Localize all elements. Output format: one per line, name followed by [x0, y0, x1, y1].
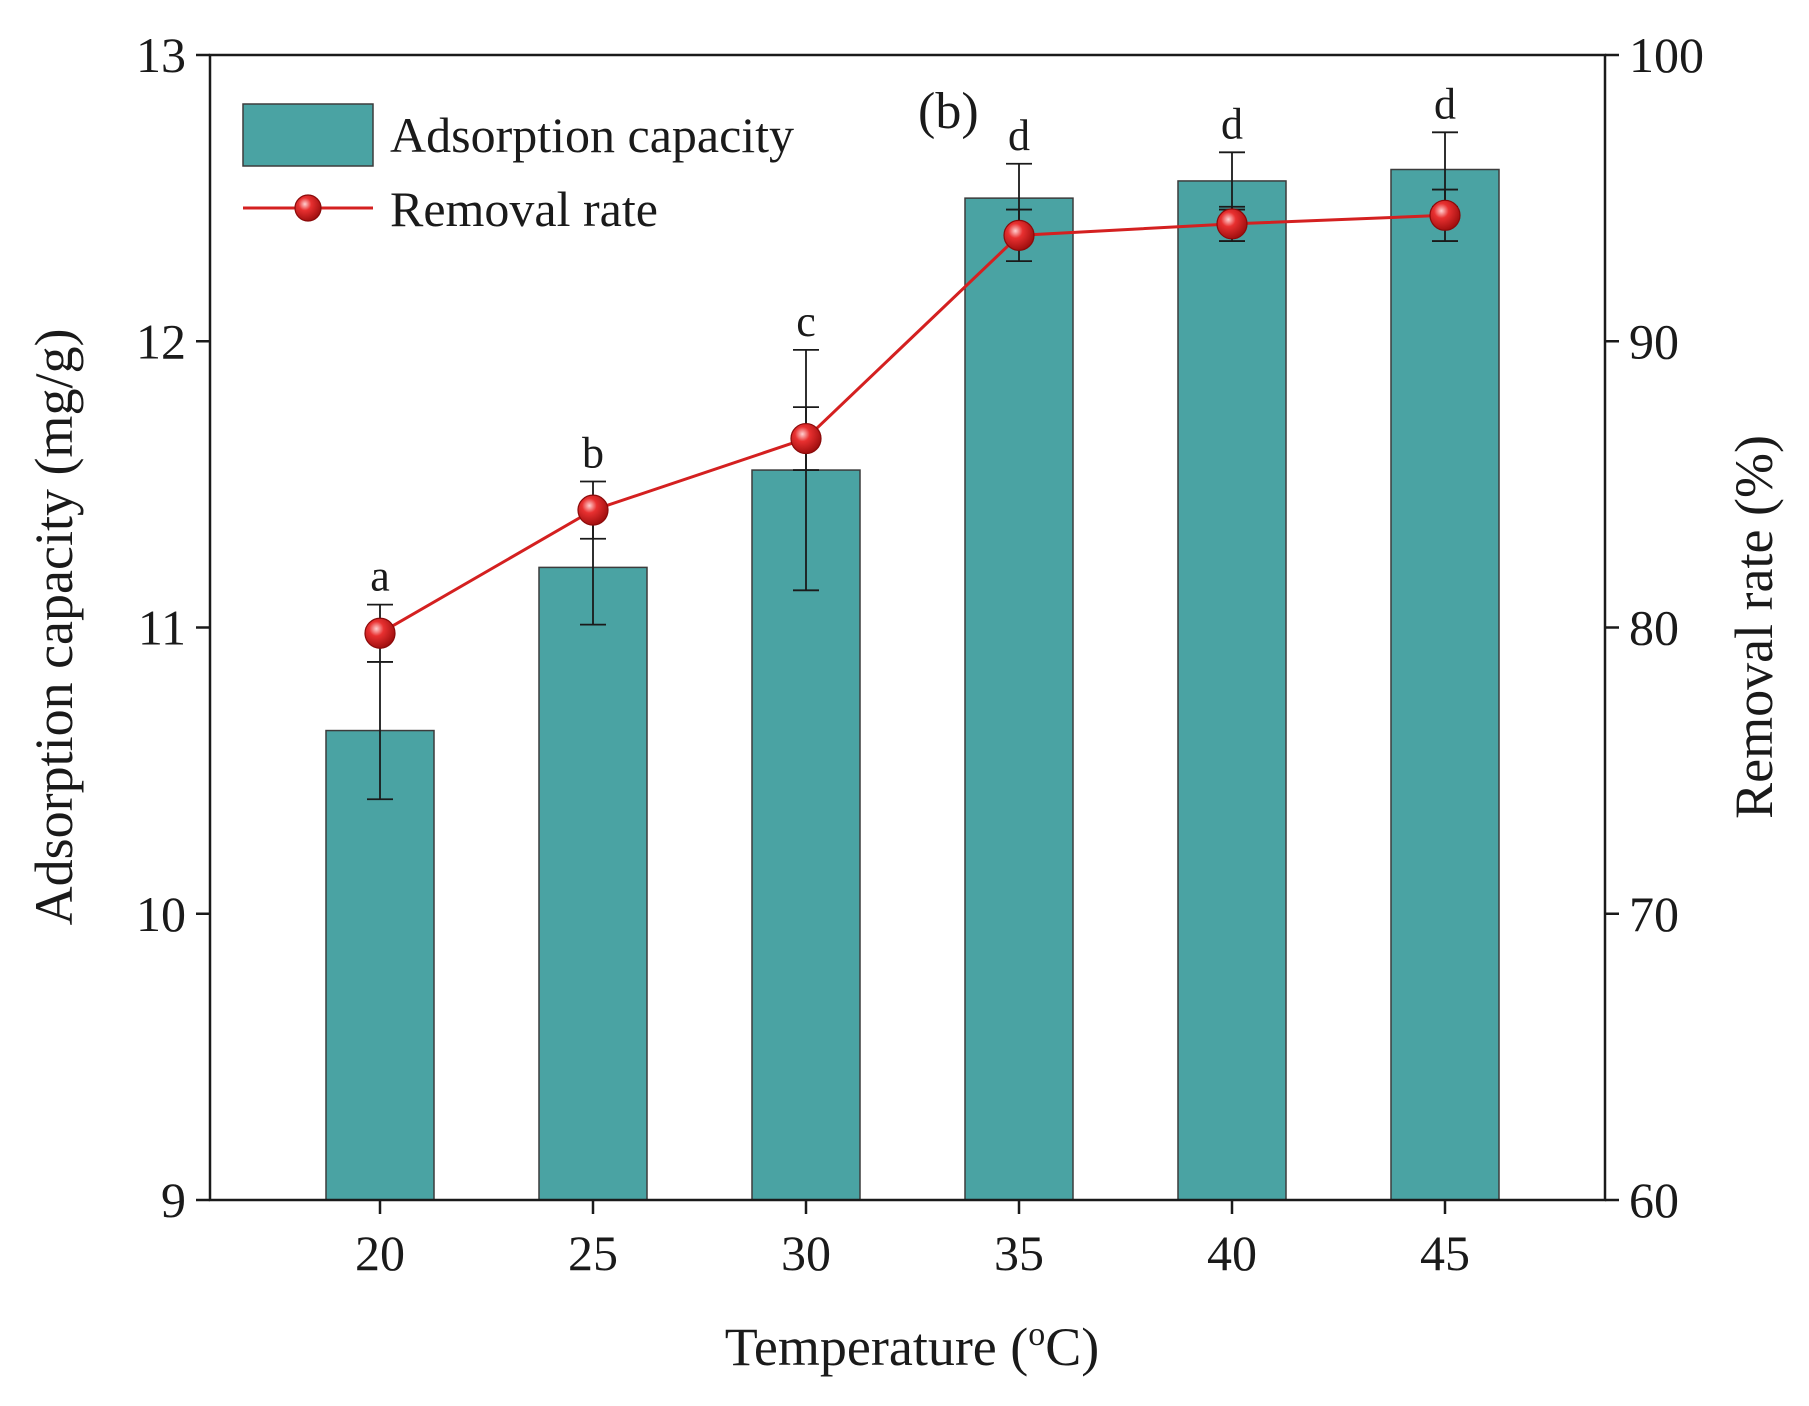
x-tick-label-20: 20	[355, 1225, 405, 1281]
y-right-tick-label-100: 100	[1629, 27, 1704, 83]
legend-line-marker	[294, 194, 322, 222]
y-left-tick-label-11: 11	[138, 600, 186, 656]
x-tick-labels: 20 25 30 35 40 45	[355, 1225, 1470, 1281]
removal-rate-point-35	[1003, 219, 1035, 251]
y-left-tick-label-13: 13	[136, 27, 186, 83]
bar-35	[964, 197, 1074, 1201]
y-left-tick-labels: 9 10 11 12 13	[136, 27, 186, 1228]
legend-label-adsorption: Adsorption capacity	[390, 107, 794, 163]
significance-letter-45: d	[1434, 79, 1456, 128]
y-right-axis-title: Removal rate (%)	[1724, 435, 1784, 819]
panel-label: (b)	[918, 83, 979, 140]
y-right-tick-label-70: 70	[1629, 886, 1679, 942]
legend-bar-swatch	[242, 103, 374, 167]
x-axis-title-prefix: Temperature (	[725, 1317, 1029, 1377]
y-left-axis-title: Adsorption capacity (mg/g)	[24, 329, 84, 926]
removal-rate-point-25	[577, 494, 609, 526]
removal-rate-point-45	[1429, 199, 1461, 231]
legend: Adsorption capacity Removal rate	[242, 103, 794, 237]
x-tick-label-30: 30	[781, 1225, 831, 1281]
significance-letter-30: c	[796, 297, 816, 346]
significance-letter-25: b	[582, 429, 604, 478]
y-left-tick-label-10: 10	[136, 886, 186, 942]
significance-letter-40: d	[1221, 99, 1243, 148]
x-axis-title: Temperature (oC)	[725, 1316, 1100, 1377]
x-tick-label-40: 40	[1207, 1225, 1257, 1281]
bars-layer	[325, 168, 1500, 1201]
legend-label-removal: Removal rate	[390, 181, 658, 237]
y-left-tick-label-9: 9	[161, 1172, 186, 1228]
bar-25	[538, 566, 648, 1201]
y-left-tick-label-12: 12	[136, 313, 186, 369]
x-tick-label-45: 45	[1420, 1225, 1470, 1281]
axis-ticks	[196, 53, 1619, 1214]
y-right-tick-label-60: 60	[1629, 1172, 1679, 1228]
removal-rate-point-20	[364, 617, 396, 649]
significance-letter-20: a	[370, 552, 390, 601]
significance-letter-35: d	[1008, 111, 1030, 160]
x-axis-title-sup: o	[1028, 1316, 1045, 1353]
line-layer	[379, 213, 1446, 635]
significance-letters: a b c d d d	[370, 79, 1456, 600]
x-axis-title-suffix: C)	[1045, 1317, 1099, 1377]
removal-rate-point-30	[790, 422, 822, 455]
x-tick-label-25: 25	[568, 1225, 618, 1281]
removal-rate-point-40	[1216, 208, 1248, 240]
x-tick-label-35: 35	[994, 1225, 1044, 1281]
y-right-tick-labels: 60 70 80 90 100	[1629, 27, 1704, 1228]
bar-20	[325, 729, 435, 1201]
bar-40	[1177, 180, 1287, 1201]
y-right-tick-label-80: 80	[1629, 600, 1679, 656]
bar-30	[751, 469, 861, 1201]
line-errorbars	[367, 188, 1458, 663]
bar-45	[1390, 168, 1500, 1201]
y-right-tick-label-90: 90	[1629, 313, 1679, 369]
markers-layer	[364, 199, 1461, 649]
removal-rate-line	[379, 213, 1446, 635]
